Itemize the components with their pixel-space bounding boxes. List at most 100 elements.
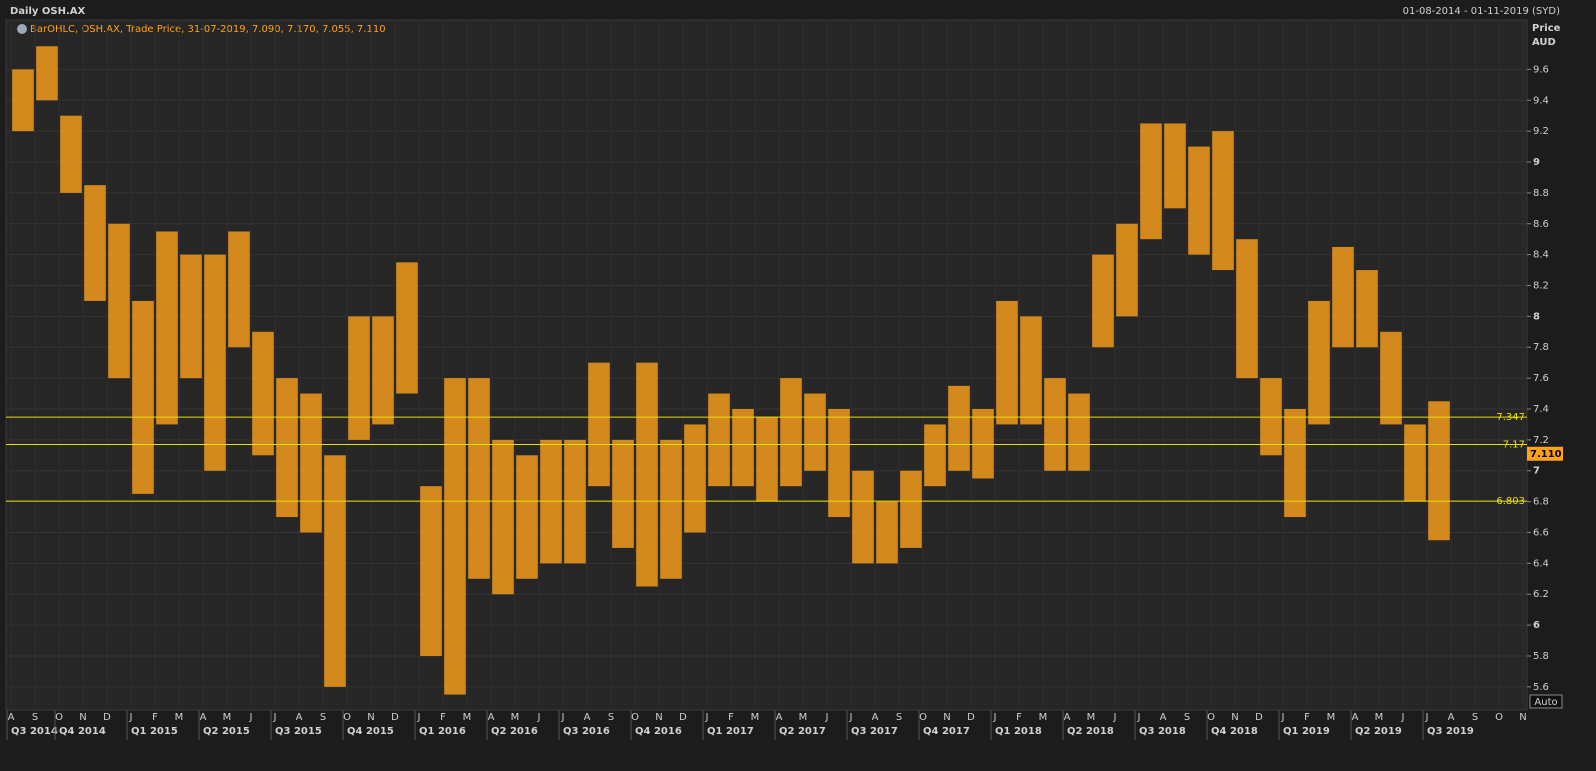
price-bar: [396, 262, 418, 394]
x-tick-label: S: [320, 712, 326, 723]
x-tick-label: J: [705, 712, 709, 723]
quarter-label: Q2 2019: [1355, 726, 1402, 737]
price-bar: [1116, 223, 1138, 317]
quarter-label: Q3 2016: [563, 726, 610, 737]
x-tick-label: J: [1281, 712, 1285, 723]
price-bar: [300, 393, 322, 533]
x-tick-label: S: [1472, 712, 1478, 723]
axis-unit: AUD: [1532, 37, 1556, 48]
price-bar: [84, 185, 106, 301]
x-tick-label: S: [608, 712, 614, 723]
x-tick-label: O: [919, 712, 927, 723]
quarter-label: Q3 2018: [1139, 726, 1186, 737]
y-tick-label: 9.6: [1533, 64, 1549, 75]
x-tick-label: N: [1231, 712, 1238, 723]
x-tick-label: J: [1425, 712, 1429, 723]
quarter-label: Q4 2017: [923, 726, 970, 737]
x-tick-label: O: [1207, 712, 1215, 723]
price-bar: [36, 46, 58, 101]
price-bar: [1284, 408, 1306, 518]
x-tick-label: J: [417, 712, 421, 723]
y-tick-label: 9.2: [1533, 126, 1549, 137]
price-bar: [1044, 378, 1066, 471]
x-tick-label: N: [943, 712, 950, 723]
price-bar: [1356, 270, 1378, 348]
chart-title: Daily OSH.AX: [10, 6, 86, 17]
price-bar: [1164, 123, 1186, 209]
price-bar: [252, 331, 274, 456]
price-bar: [1404, 424, 1426, 502]
y-tick-label: 6.2: [1533, 589, 1549, 600]
x-tick-label: O: [55, 712, 63, 723]
x-tick-label: N: [367, 712, 374, 723]
x-tick-label: A: [776, 712, 783, 723]
x-tick-label: F: [1016, 712, 1022, 723]
x-tick-label: M: [799, 712, 808, 723]
x-tick-label: S: [1184, 712, 1190, 723]
quarter-label: Q3 2017: [851, 726, 898, 737]
price-bar: [1188, 146, 1210, 255]
quarter-label: Q4 2014: [59, 726, 106, 737]
x-tick-label: N: [1519, 712, 1526, 723]
price-bar: [828, 408, 850, 518]
price-bar: [636, 362, 658, 587]
x-tick-label: D: [391, 712, 399, 723]
price-bar: [1068, 393, 1090, 471]
price-bar: [228, 231, 250, 348]
price-bar: [108, 223, 130, 379]
y-tick-label: 8: [1533, 311, 1540, 322]
x-tick-label: J: [273, 712, 277, 723]
x-tick-label: J: [993, 712, 997, 723]
quarter-label: Q1 2016: [419, 726, 466, 737]
quarter-label: Q4 2018: [1211, 726, 1258, 737]
x-tick-label: D: [679, 712, 687, 723]
price-bar: [732, 408, 754, 487]
x-tick-label: J: [1113, 712, 1117, 723]
x-tick-label: M: [751, 712, 760, 723]
price-bar: [444, 378, 466, 695]
quarter-label: Q3 2014: [11, 726, 58, 737]
price-bar: [612, 439, 634, 548]
x-tick-label: D: [103, 712, 111, 723]
x-tick-label: J: [825, 712, 829, 723]
x-tick-label: O: [343, 712, 351, 723]
y-tick-label: 5.6: [1533, 682, 1549, 693]
y-tick-label: 6: [1533, 620, 1540, 631]
last-price-tag: [1527, 446, 1563, 461]
quarter-label: Q2 2018: [1067, 726, 1114, 737]
level-label: 6.803: [1496, 496, 1525, 507]
y-tick-label: 8.6: [1533, 219, 1549, 230]
x-tick-label: M: [223, 712, 232, 723]
price-bar: [1428, 401, 1450, 541]
quarter-label: Q2 2015: [203, 726, 250, 737]
y-tick-label: 7.6: [1533, 373, 1549, 384]
x-tick-label: F: [440, 712, 446, 723]
price-bar: [900, 470, 922, 548]
x-tick-label: M: [175, 712, 184, 723]
auto-button-label[interactable]: Auto: [1534, 697, 1557, 708]
y-tick-label: 6.6: [1533, 527, 1549, 538]
quarter-label: Q2 2017: [779, 726, 826, 737]
quarter-label: Q4 2016: [635, 726, 682, 737]
x-tick-label: J: [537, 712, 541, 723]
y-tick-label: 6.8: [1533, 497, 1549, 508]
price-bar: [12, 69, 34, 132]
price-bar: [756, 416, 778, 502]
price-bar: [420, 486, 442, 656]
x-tick-label: A: [200, 712, 207, 723]
x-tick-label: F: [1304, 712, 1310, 723]
price-bar: [324, 455, 346, 687]
plot-area: [5, 19, 1528, 711]
price-bar: [372, 316, 394, 425]
price-bar: [948, 385, 970, 471]
quarter-label: Q1 2017: [707, 726, 754, 737]
price-bar: [204, 254, 226, 471]
y-tick-label: 8.2: [1533, 281, 1549, 292]
x-tick-label: O: [631, 712, 639, 723]
quarter-label: Q2 2016: [491, 726, 538, 737]
x-tick-label: F: [728, 712, 734, 723]
x-tick-label: J: [561, 712, 565, 723]
y-tick-label: 9.4: [1533, 95, 1549, 106]
auto-button[interactable]: [1529, 694, 1563, 709]
price-bar: [516, 455, 538, 579]
